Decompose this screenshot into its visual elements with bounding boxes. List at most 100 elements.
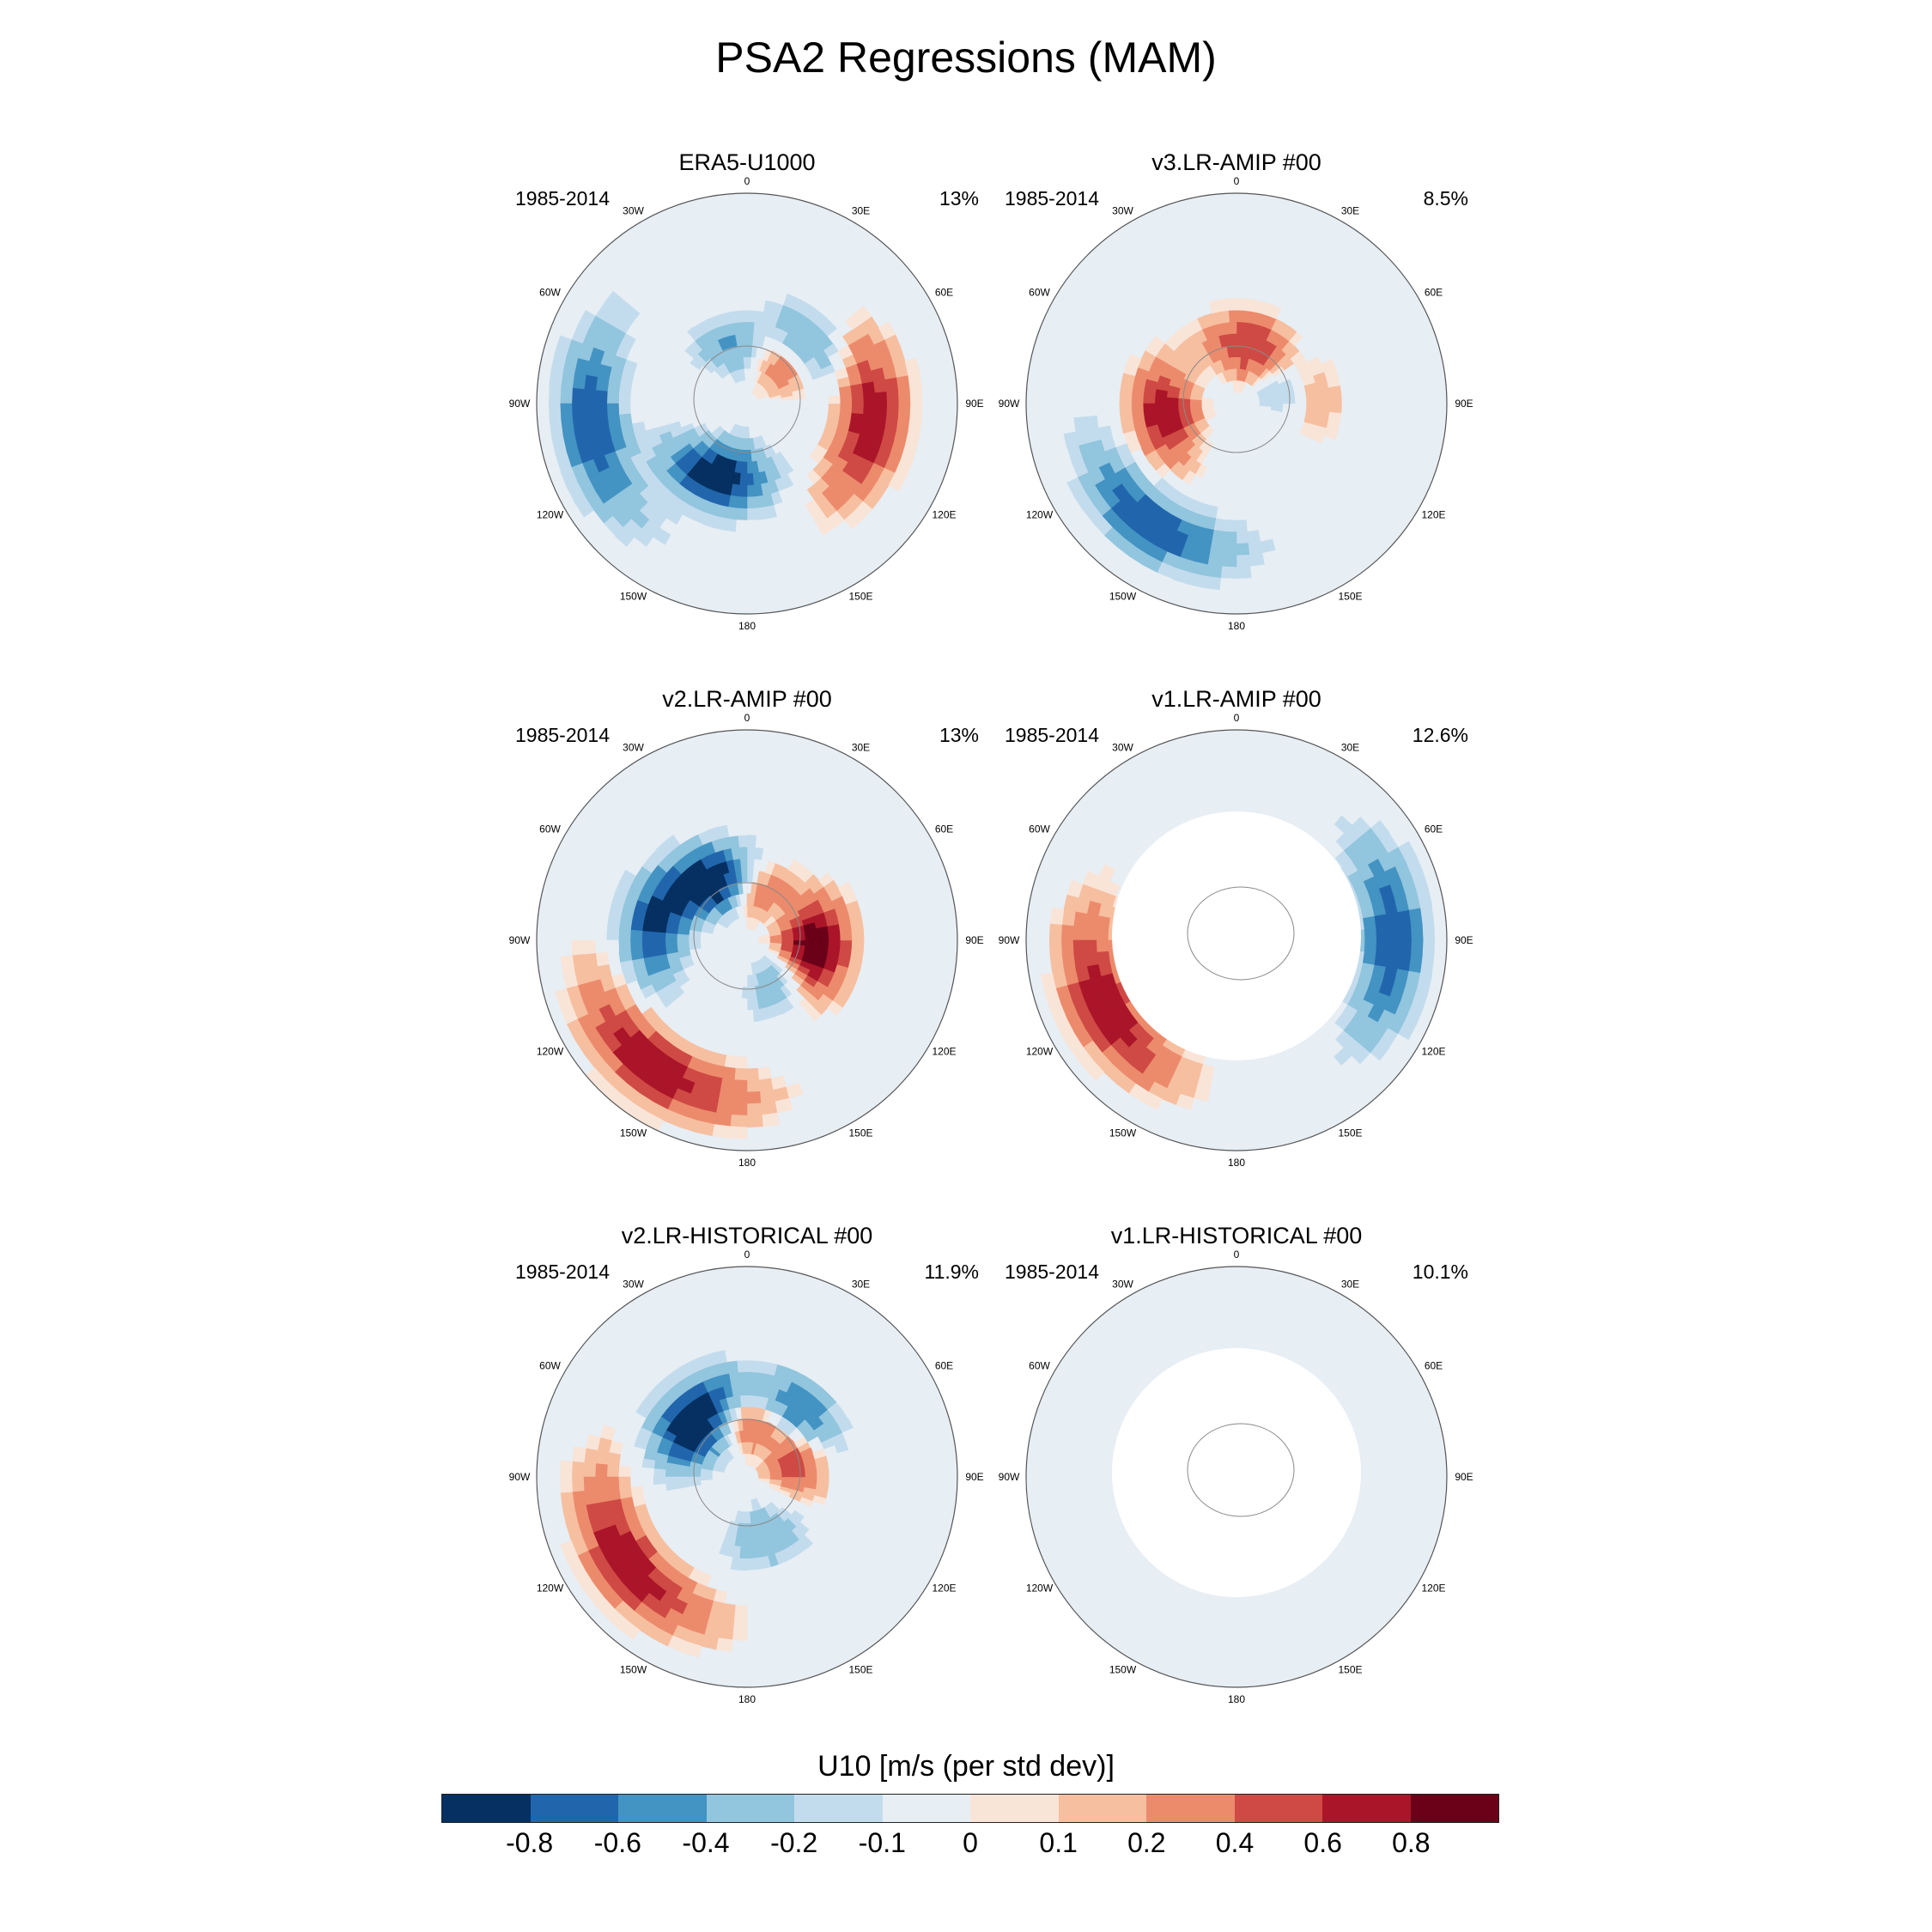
longitude-label: 150E <box>848 590 872 602</box>
panel-title: v3.LR-AMIP #00 <box>1151 149 1321 175</box>
colorbar-tick-label: -0.8 <box>506 1827 554 1858</box>
colorbar-swatch <box>1234 1795 1322 1822</box>
field-cell <box>617 928 631 941</box>
panel-title: ERA5-U1000 <box>678 149 816 175</box>
field-cell <box>1236 578 1254 592</box>
field-cell <box>572 954 586 971</box>
field-cell <box>1329 403 1342 414</box>
field-cell <box>755 835 766 849</box>
longitude-label: 150W <box>1109 590 1137 602</box>
panel-title: v1.LR-HISTORICAL #00 <box>1110 1223 1363 1249</box>
colorbar-swatch <box>970 1795 1059 1822</box>
polar-map: 0 30E 60E 90E 120E 150E 180 150W 120W 90W 60W 30W <box>509 175 984 632</box>
field-cell <box>740 461 748 475</box>
field-cell <box>764 288 778 303</box>
field-cell <box>583 416 598 433</box>
field-cell <box>840 403 853 414</box>
field-cell <box>1084 1060 1105 1082</box>
field-cell <box>741 986 748 999</box>
field-cell <box>775 1097 793 1114</box>
longitude-label: 30W <box>1112 1279 1133 1291</box>
field-cell <box>676 1470 690 1478</box>
longitude-label: 30W <box>623 1279 644 1291</box>
field-cell <box>736 1359 748 1373</box>
field-cell <box>1329 796 1350 816</box>
longitude-label: 120E <box>932 1583 956 1595</box>
field-layer <box>537 193 957 614</box>
field-cell <box>560 955 575 974</box>
period-label: 1985-2014 <box>515 187 610 210</box>
field-cell <box>653 1468 666 1478</box>
longitude-label: 150W <box>1109 1127 1137 1139</box>
field-cell <box>738 1382 748 1396</box>
field-cell <box>653 932 666 941</box>
field-cell <box>688 934 702 941</box>
map-boundary <box>1025 1266 1448 1688</box>
longitude-label: 150E <box>1338 1663 1362 1675</box>
field-cell <box>629 403 643 415</box>
antarctica-outline <box>1187 1423 1295 1517</box>
field-cell <box>739 1546 748 1559</box>
field-cell <box>722 1066 737 1081</box>
map-boundary <box>536 192 958 615</box>
longitude-label: 60W <box>539 287 561 299</box>
longitude-label: 30E <box>1341 205 1359 217</box>
longitude-label: 120E <box>932 509 956 521</box>
field-cell <box>1236 332 1243 346</box>
field-cell <box>755 1371 766 1386</box>
field-cell <box>1397 909 1412 927</box>
field-cell <box>1049 955 1065 974</box>
field-cell <box>746 1406 754 1419</box>
field-cell <box>1203 575 1222 591</box>
longitude-label: 120W <box>1026 1583 1054 1595</box>
field-cell <box>746 1091 762 1104</box>
field-cell <box>594 390 608 404</box>
antarctica-outline <box>693 345 801 453</box>
land-mask <box>1112 811 1361 1060</box>
field-cell <box>606 915 621 930</box>
field-cell <box>735 1347 748 1361</box>
longitude-label: 150W <box>620 1127 647 1139</box>
period-label: 1985-2014 <box>515 724 610 746</box>
field-cell <box>1049 907 1065 926</box>
field-cell <box>1317 395 1331 404</box>
field-cell <box>583 1448 598 1464</box>
field-cell <box>1151 573 1173 591</box>
field-cell <box>1248 541 1264 556</box>
field-cell <box>700 935 713 941</box>
field-cell <box>1374 913 1388 929</box>
field-cell <box>734 1067 748 1081</box>
longitude-label: 120W <box>1026 1046 1054 1058</box>
field-cell <box>1220 566 1237 580</box>
field-cell <box>746 1103 763 1116</box>
field-cell <box>606 379 621 393</box>
field-cell <box>838 948 853 959</box>
longitude-label: 0 <box>744 712 750 724</box>
field-cell <box>686 312 702 328</box>
longitude-label: 180 <box>738 620 756 632</box>
field-cell <box>653 939 666 949</box>
field-cell <box>1182 470 1196 485</box>
field-cell <box>594 1463 608 1478</box>
field-cell <box>629 1412 647 1428</box>
field-cell <box>594 523 616 545</box>
longitude-label: 90E <box>965 398 983 410</box>
field-cell <box>1236 321 1244 334</box>
field-cell <box>1131 385 1145 396</box>
field-cell <box>732 1091 748 1104</box>
field-cell <box>746 1418 753 1431</box>
field-cell <box>594 1476 608 1491</box>
colorbar-tick-label: 0.4 <box>1215 1827 1255 1858</box>
field-cell <box>1236 298 1247 311</box>
field-cell <box>653 1483 667 1494</box>
field-cell <box>1096 939 1109 953</box>
longitude-label: 0 <box>744 1249 750 1261</box>
field-cell <box>1224 531 1237 544</box>
field-cell <box>741 449 748 463</box>
field-cell <box>572 1446 586 1463</box>
field-cell <box>837 881 854 896</box>
field-cell <box>800 1547 816 1564</box>
field-cell <box>683 1641 702 1658</box>
longitude-label: 180 <box>1228 1693 1245 1705</box>
colorbar-swatch <box>442 1795 531 1822</box>
